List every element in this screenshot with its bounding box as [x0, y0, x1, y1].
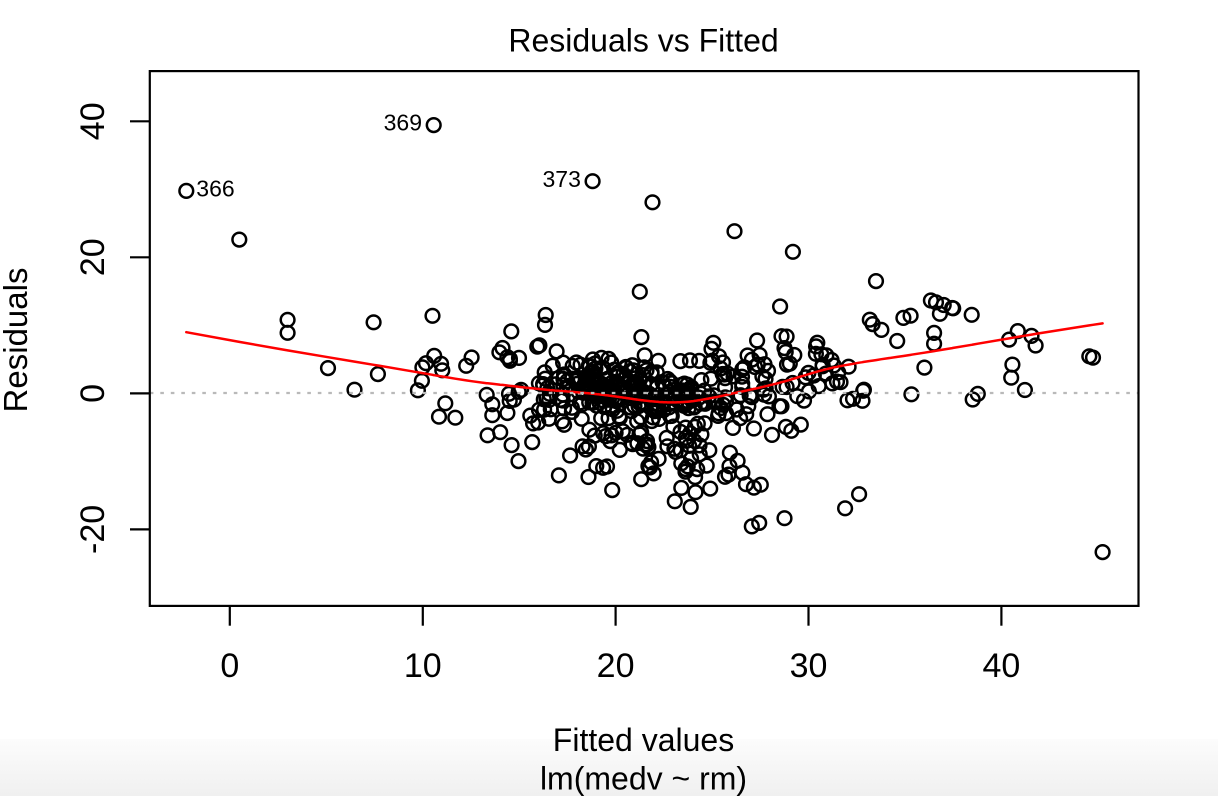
svg-text:10: 10 — [404, 647, 442, 685]
svg-text:Residuals vs Fitted: Residuals vs Fitted — [508, 23, 778, 59]
svg-text:Fitted values: Fitted values — [553, 722, 734, 758]
svg-text:lm(medv ~ rm): lm(medv ~ rm) — [540, 761, 747, 796]
svg-text:40: 40 — [74, 102, 112, 140]
svg-text:40: 40 — [982, 647, 1020, 685]
svg-text:0: 0 — [220, 647, 239, 685]
svg-text:369: 369 — [384, 110, 422, 136]
svg-text:30: 30 — [790, 647, 828, 685]
svg-text:20: 20 — [597, 647, 635, 685]
svg-text:0: 0 — [74, 384, 112, 403]
svg-text:373: 373 — [543, 166, 581, 192]
svg-text:Residuals: Residuals — [0, 268, 34, 413]
svg-text:-20: -20 — [74, 505, 112, 554]
svg-text:20: 20 — [74, 238, 112, 276]
svg-text:366: 366 — [196, 176, 234, 202]
